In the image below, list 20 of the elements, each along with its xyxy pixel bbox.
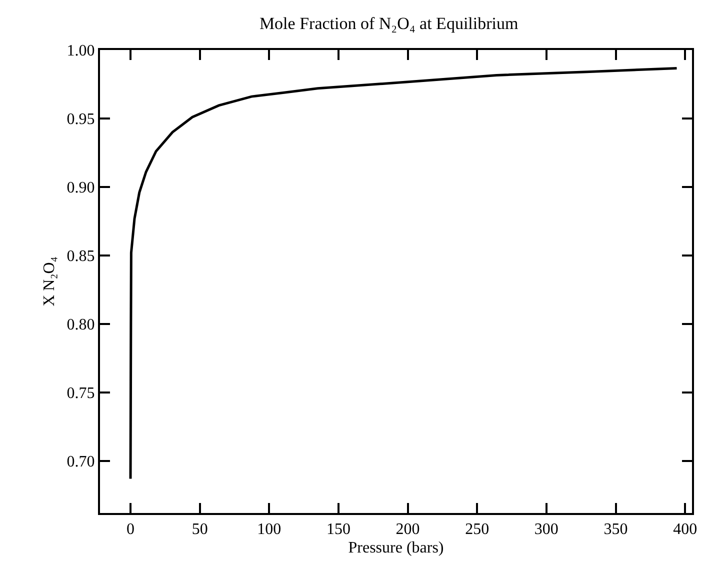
y-tick-label: 0.90 (66, 180, 95, 197)
x-tick-label: 400 (673, 521, 698, 538)
line-series (129, 66, 678, 480)
x-tick-label: 300 (534, 521, 558, 538)
y-tick-label: 0.75 (66, 385, 95, 402)
y-tick-label: 0.95 (66, 111, 95, 128)
y-tick-label: 1.00 (66, 42, 95, 60)
y-axis-title: X N₂O₄ (41, 256, 58, 306)
x-tick-label: 50 (192, 521, 208, 538)
x-tick-label: 200 (396, 521, 420, 538)
x-tick-label: 350 (604, 521, 628, 538)
x-tick-label: 250 (465, 521, 490, 538)
y-tick-label: 0.70 (66, 454, 95, 471)
chart-title: Mole Fraction of N₂O₄ at Equilibrium (259, 14, 518, 34)
y-tick-label: 0.85 (66, 248, 95, 266)
x-tick-label: 100 (257, 521, 282, 538)
x-axis-title: Pressure (bars) (348, 539, 444, 556)
x-tick-label: 150 (326, 521, 350, 538)
y-tick-label: 0.80 (66, 316, 95, 334)
x-tick-label: 0 (126, 521, 134, 538)
